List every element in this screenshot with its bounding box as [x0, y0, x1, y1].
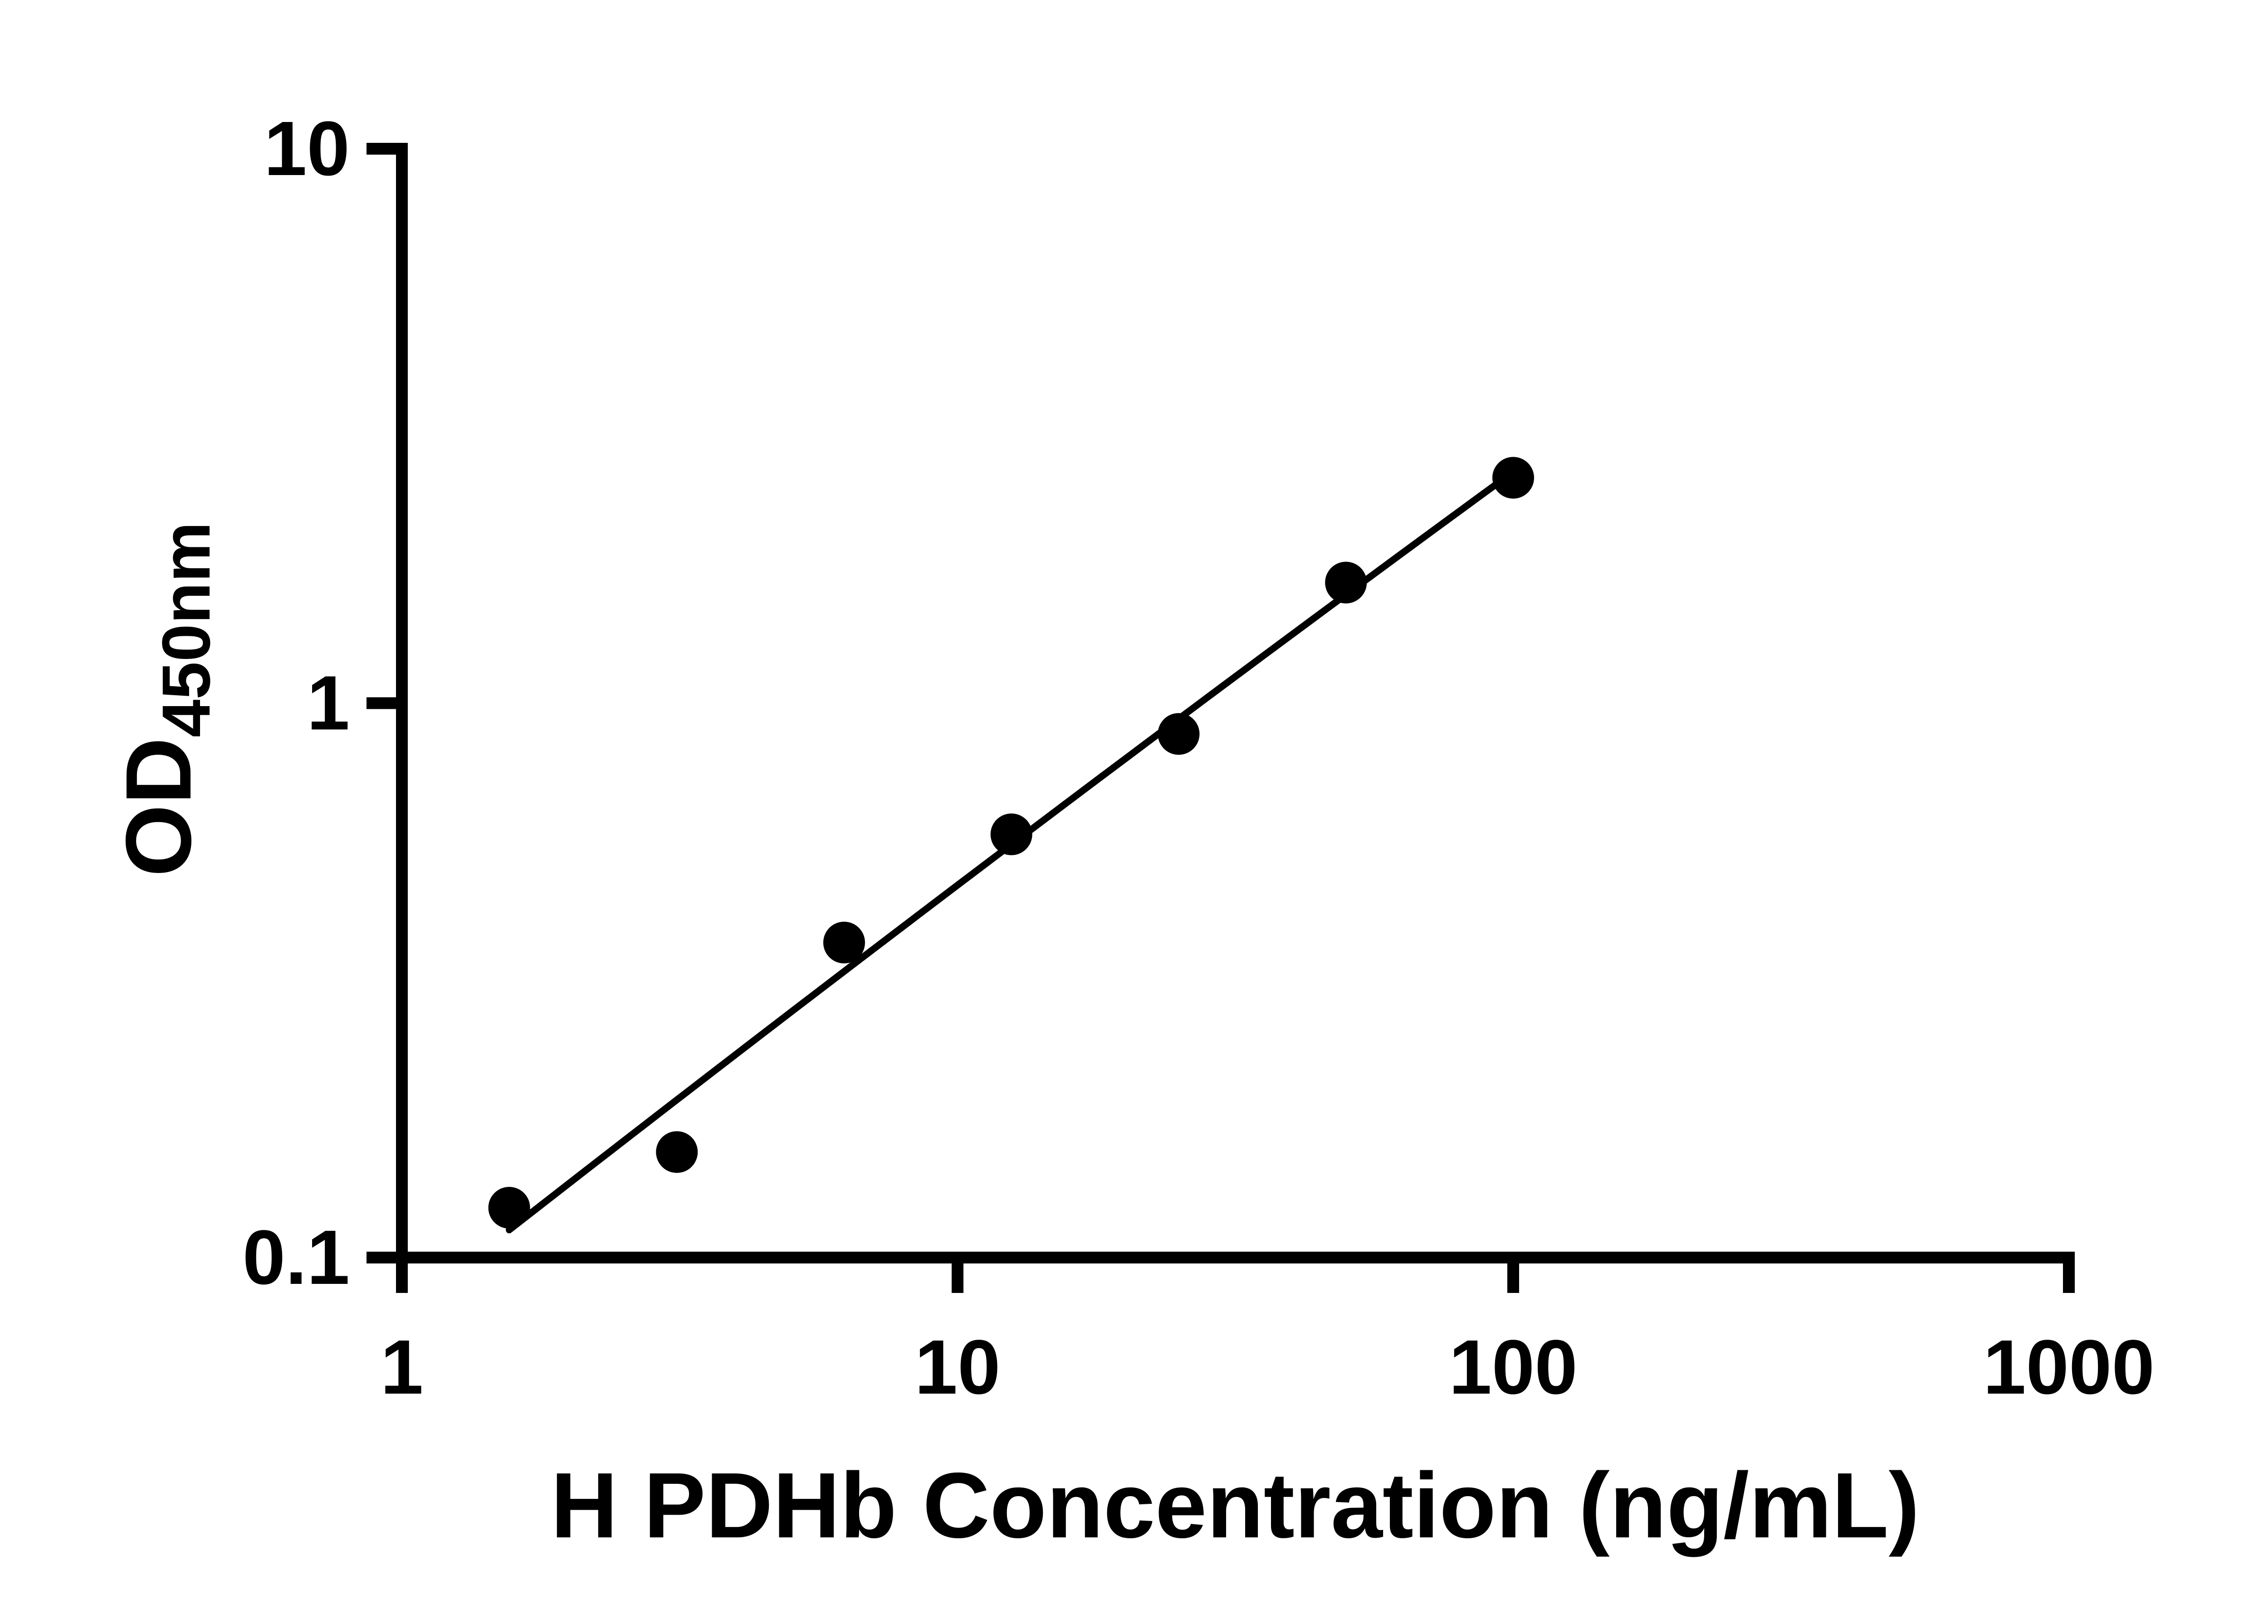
data-point — [1325, 561, 1367, 604]
x-tick-label: 1 — [381, 1324, 424, 1410]
x-axis-ticks: 1 10 100 1000 — [381, 1258, 2155, 1410]
data-point — [488, 1187, 530, 1229]
y-tick-label: 10 — [264, 106, 350, 192]
y-axis-ticks: 0.1 1 10 — [243, 106, 402, 1301]
x-axis-title: H PDHb Concentration (ng/mL) — [551, 1453, 1920, 1557]
y-tick-label: 1 — [307, 660, 350, 746]
x-tick-label: 1000 — [1983, 1324, 2155, 1410]
x-tick-label: 100 — [1449, 1324, 1578, 1410]
data-point — [1492, 457, 1534, 499]
data-point — [656, 1131, 698, 1173]
y-axis-title-subscript: 450nm — [148, 522, 224, 737]
y-axis-title: OD450nm — [107, 522, 224, 877]
y-tick-label: 0.1 — [243, 1214, 350, 1301]
data-point — [1158, 713, 1200, 755]
axis-lines — [396, 143, 2075, 1263]
y-axis-title-main: OD — [107, 737, 210, 877]
data-points — [488, 457, 1534, 1229]
data-point — [823, 922, 865, 964]
data-point — [990, 813, 1032, 855]
x-tick-label: 10 — [914, 1324, 1000, 1410]
